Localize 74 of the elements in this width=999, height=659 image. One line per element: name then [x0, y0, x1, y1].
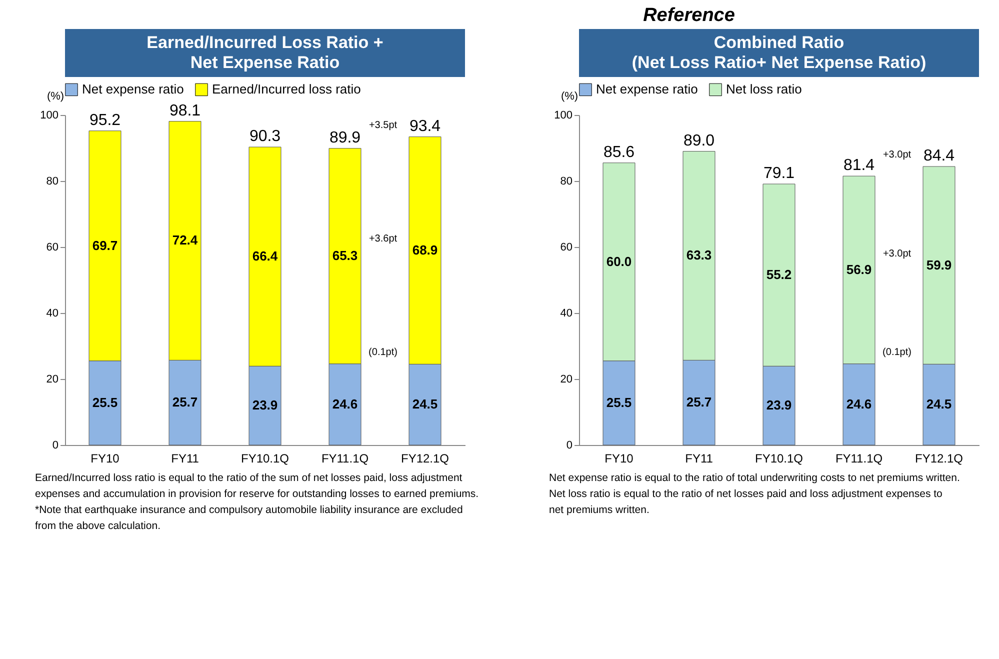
annotation: (0.1pt): [368, 347, 398, 358]
data-label: 25.7: [172, 394, 198, 410]
data-label: 65.3: [332, 248, 358, 264]
x-tick-label: FY11.1Q: [321, 452, 369, 466]
total-label: 98.1: [169, 102, 201, 120]
x-tick-label: FY11: [685, 452, 714, 466]
annotation: (0.1pt): [882, 347, 912, 358]
text: Net expense ratio is equal to the ratio of total underwriting costs to net premiums written.: [549, 472, 960, 484]
y-tick-label: 20: [560, 374, 572, 386]
legend-label: Earned/Incurred loss ratio: [212, 82, 361, 97]
text: Earned/Incurred loss ratio is equal to the ratio of the sum of net losses paid, loss adjustment: [35, 472, 462, 484]
total-label: 95.2: [89, 112, 121, 129]
data-label: 23.9: [252, 398, 278, 413]
x-tick-label: FY11: [171, 452, 200, 466]
data-label: 24.6: [846, 396, 872, 412]
data-label: 60.0: [606, 254, 632, 269]
data-label: 72.4: [172, 232, 198, 248]
data-label: 63.3: [686, 248, 712, 263]
data-label: 66.4: [252, 248, 278, 264]
total-label: 79.1: [763, 164, 795, 182]
data-label: 68.9: [412, 242, 438, 258]
y-tick-label: 80: [46, 176, 58, 188]
data-label: 25.5: [606, 394, 632, 410]
y-tick-label: 40: [46, 308, 58, 320]
data-label: 24.6: [332, 396, 358, 412]
data-label: 24.5: [926, 396, 952, 412]
chart-title: Combined Ratio (Net Loss Ratio+ Net Expense Ratio): [632, 33, 926, 72]
x-tick-label: FY11.1Q: [835, 452, 883, 466]
y-tick-label: 0: [566, 440, 572, 452]
y-tick-label: 60: [46, 242, 58, 254]
total-label: 90.3: [249, 128, 281, 146]
text: from the above calculation.: [35, 520, 160, 532]
text: expenses and accumulation in provision for reserve for outstanding losses to earned premiums.: [35, 488, 479, 500]
text: net premiums written.: [549, 504, 650, 516]
legend-label: Net loss ratio: [726, 82, 802, 97]
x-tick-label: FY10.1Q: [754, 452, 804, 466]
total-label: 85.6: [603, 144, 635, 161]
data-label: 59.9: [926, 257, 952, 272]
data-label: 25.7: [686, 394, 712, 410]
data-label: 56.9: [846, 262, 872, 277]
y-tick-label: 40: [560, 308, 572, 320]
y-axis-title: (%): [560, 90, 578, 102]
annotation: +3.0pt: [882, 149, 912, 160]
annotation: +3.6pt: [368, 233, 398, 244]
y-axis-title: (%): [46, 90, 64, 102]
total-label: 89.9: [329, 129, 361, 146]
chart-title: Earned/Incurred Loss Ratio + Net Expense Ratio: [146, 33, 384, 72]
y-tick-label: 0: [52, 440, 58, 452]
data-label: 24.5: [412, 396, 438, 412]
x-tick-label: FY10.1Q: [240, 452, 290, 466]
x-tick-label: FY10: [90, 452, 120, 466]
text: Net loss ratio is equal to the ratio of net losses paid and loss adjustment expenses to: [549, 488, 943, 500]
x-tick-label: FY10: [604, 452, 634, 466]
data-label: 55.2: [766, 267, 792, 282]
y-tick-label: 20: [46, 374, 58, 386]
data-label: 25.5: [92, 394, 118, 410]
chart-subtitle: Reference: [643, 5, 736, 26]
legend-label: Net expense ratio: [82, 82, 184, 97]
data-label: 69.7: [92, 238, 118, 253]
y-tick-label: 60: [560, 242, 572, 254]
annotation: +3.0pt: [882, 248, 912, 260]
text: *Note that earthquake insurance and compulsory automobile liability insurance are excluded: [35, 504, 463, 516]
total-label: 93.4: [409, 118, 441, 135]
total-label: 84.4: [923, 147, 955, 164]
data-label: 23.9: [766, 398, 792, 413]
y-tick-label: 100: [554, 110, 572, 122]
legend-label: Net expense ratio: [596, 82, 698, 97]
total-label: 89.0: [683, 132, 715, 150]
annotation: +3.5pt: [368, 120, 398, 131]
total-label: 81.4: [843, 157, 875, 174]
x-tick-label: FY12.1Q: [914, 452, 964, 466]
y-tick-label: 100: [40, 110, 58, 122]
y-tick-label: 80: [560, 176, 572, 188]
x-tick-label: FY12.1Q: [400, 452, 450, 466]
